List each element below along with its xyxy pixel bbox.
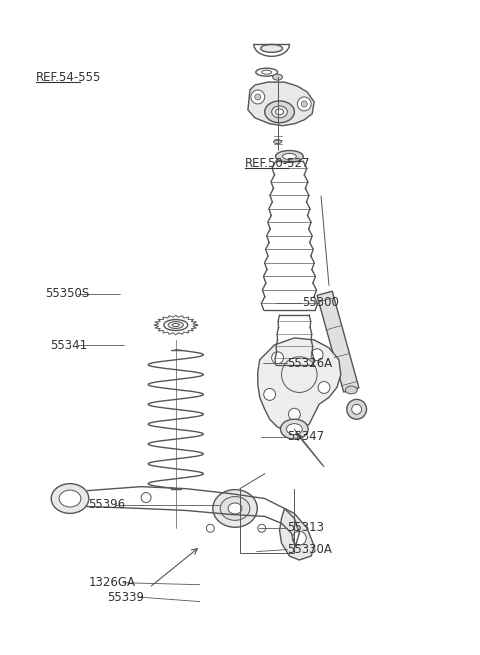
Ellipse shape xyxy=(273,74,283,80)
Circle shape xyxy=(311,349,323,361)
Ellipse shape xyxy=(346,386,357,394)
Text: 1326GA: 1326GA xyxy=(88,576,135,590)
Circle shape xyxy=(347,400,367,419)
Polygon shape xyxy=(258,338,341,431)
Ellipse shape xyxy=(272,106,288,118)
Text: 55341: 55341 xyxy=(50,339,87,352)
Ellipse shape xyxy=(276,151,303,162)
Polygon shape xyxy=(317,291,359,392)
Ellipse shape xyxy=(51,483,89,514)
Circle shape xyxy=(352,404,361,414)
Ellipse shape xyxy=(168,322,183,329)
Text: 55313: 55313 xyxy=(288,521,324,534)
Circle shape xyxy=(251,90,264,104)
Ellipse shape xyxy=(228,503,242,514)
Ellipse shape xyxy=(261,45,283,52)
Circle shape xyxy=(255,94,261,100)
Polygon shape xyxy=(248,82,314,126)
Ellipse shape xyxy=(220,496,250,520)
Ellipse shape xyxy=(283,153,296,159)
Circle shape xyxy=(288,408,300,421)
Ellipse shape xyxy=(287,424,302,434)
Ellipse shape xyxy=(172,324,179,327)
Text: 55347: 55347 xyxy=(288,430,324,443)
Text: REF.54-555: REF.54-555 xyxy=(36,71,101,84)
Text: 55396: 55396 xyxy=(88,498,125,512)
Text: 55330A: 55330A xyxy=(288,543,332,556)
Circle shape xyxy=(235,498,245,508)
Text: 55300: 55300 xyxy=(301,296,338,309)
Circle shape xyxy=(264,388,276,400)
Circle shape xyxy=(292,531,306,545)
Ellipse shape xyxy=(274,140,281,143)
Circle shape xyxy=(141,493,151,502)
Circle shape xyxy=(297,97,311,111)
Circle shape xyxy=(272,352,284,364)
Ellipse shape xyxy=(280,419,308,439)
Text: 55350S: 55350S xyxy=(46,288,90,300)
Circle shape xyxy=(301,101,307,107)
Text: REF.50-527: REF.50-527 xyxy=(245,157,310,170)
Text: 55326A: 55326A xyxy=(288,357,333,369)
Ellipse shape xyxy=(276,109,284,115)
Ellipse shape xyxy=(213,490,257,527)
Text: 55339: 55339 xyxy=(107,591,144,603)
Ellipse shape xyxy=(59,490,81,507)
Circle shape xyxy=(258,524,266,533)
Ellipse shape xyxy=(264,101,294,122)
Circle shape xyxy=(318,382,330,394)
Polygon shape xyxy=(279,508,314,560)
Circle shape xyxy=(206,524,214,533)
